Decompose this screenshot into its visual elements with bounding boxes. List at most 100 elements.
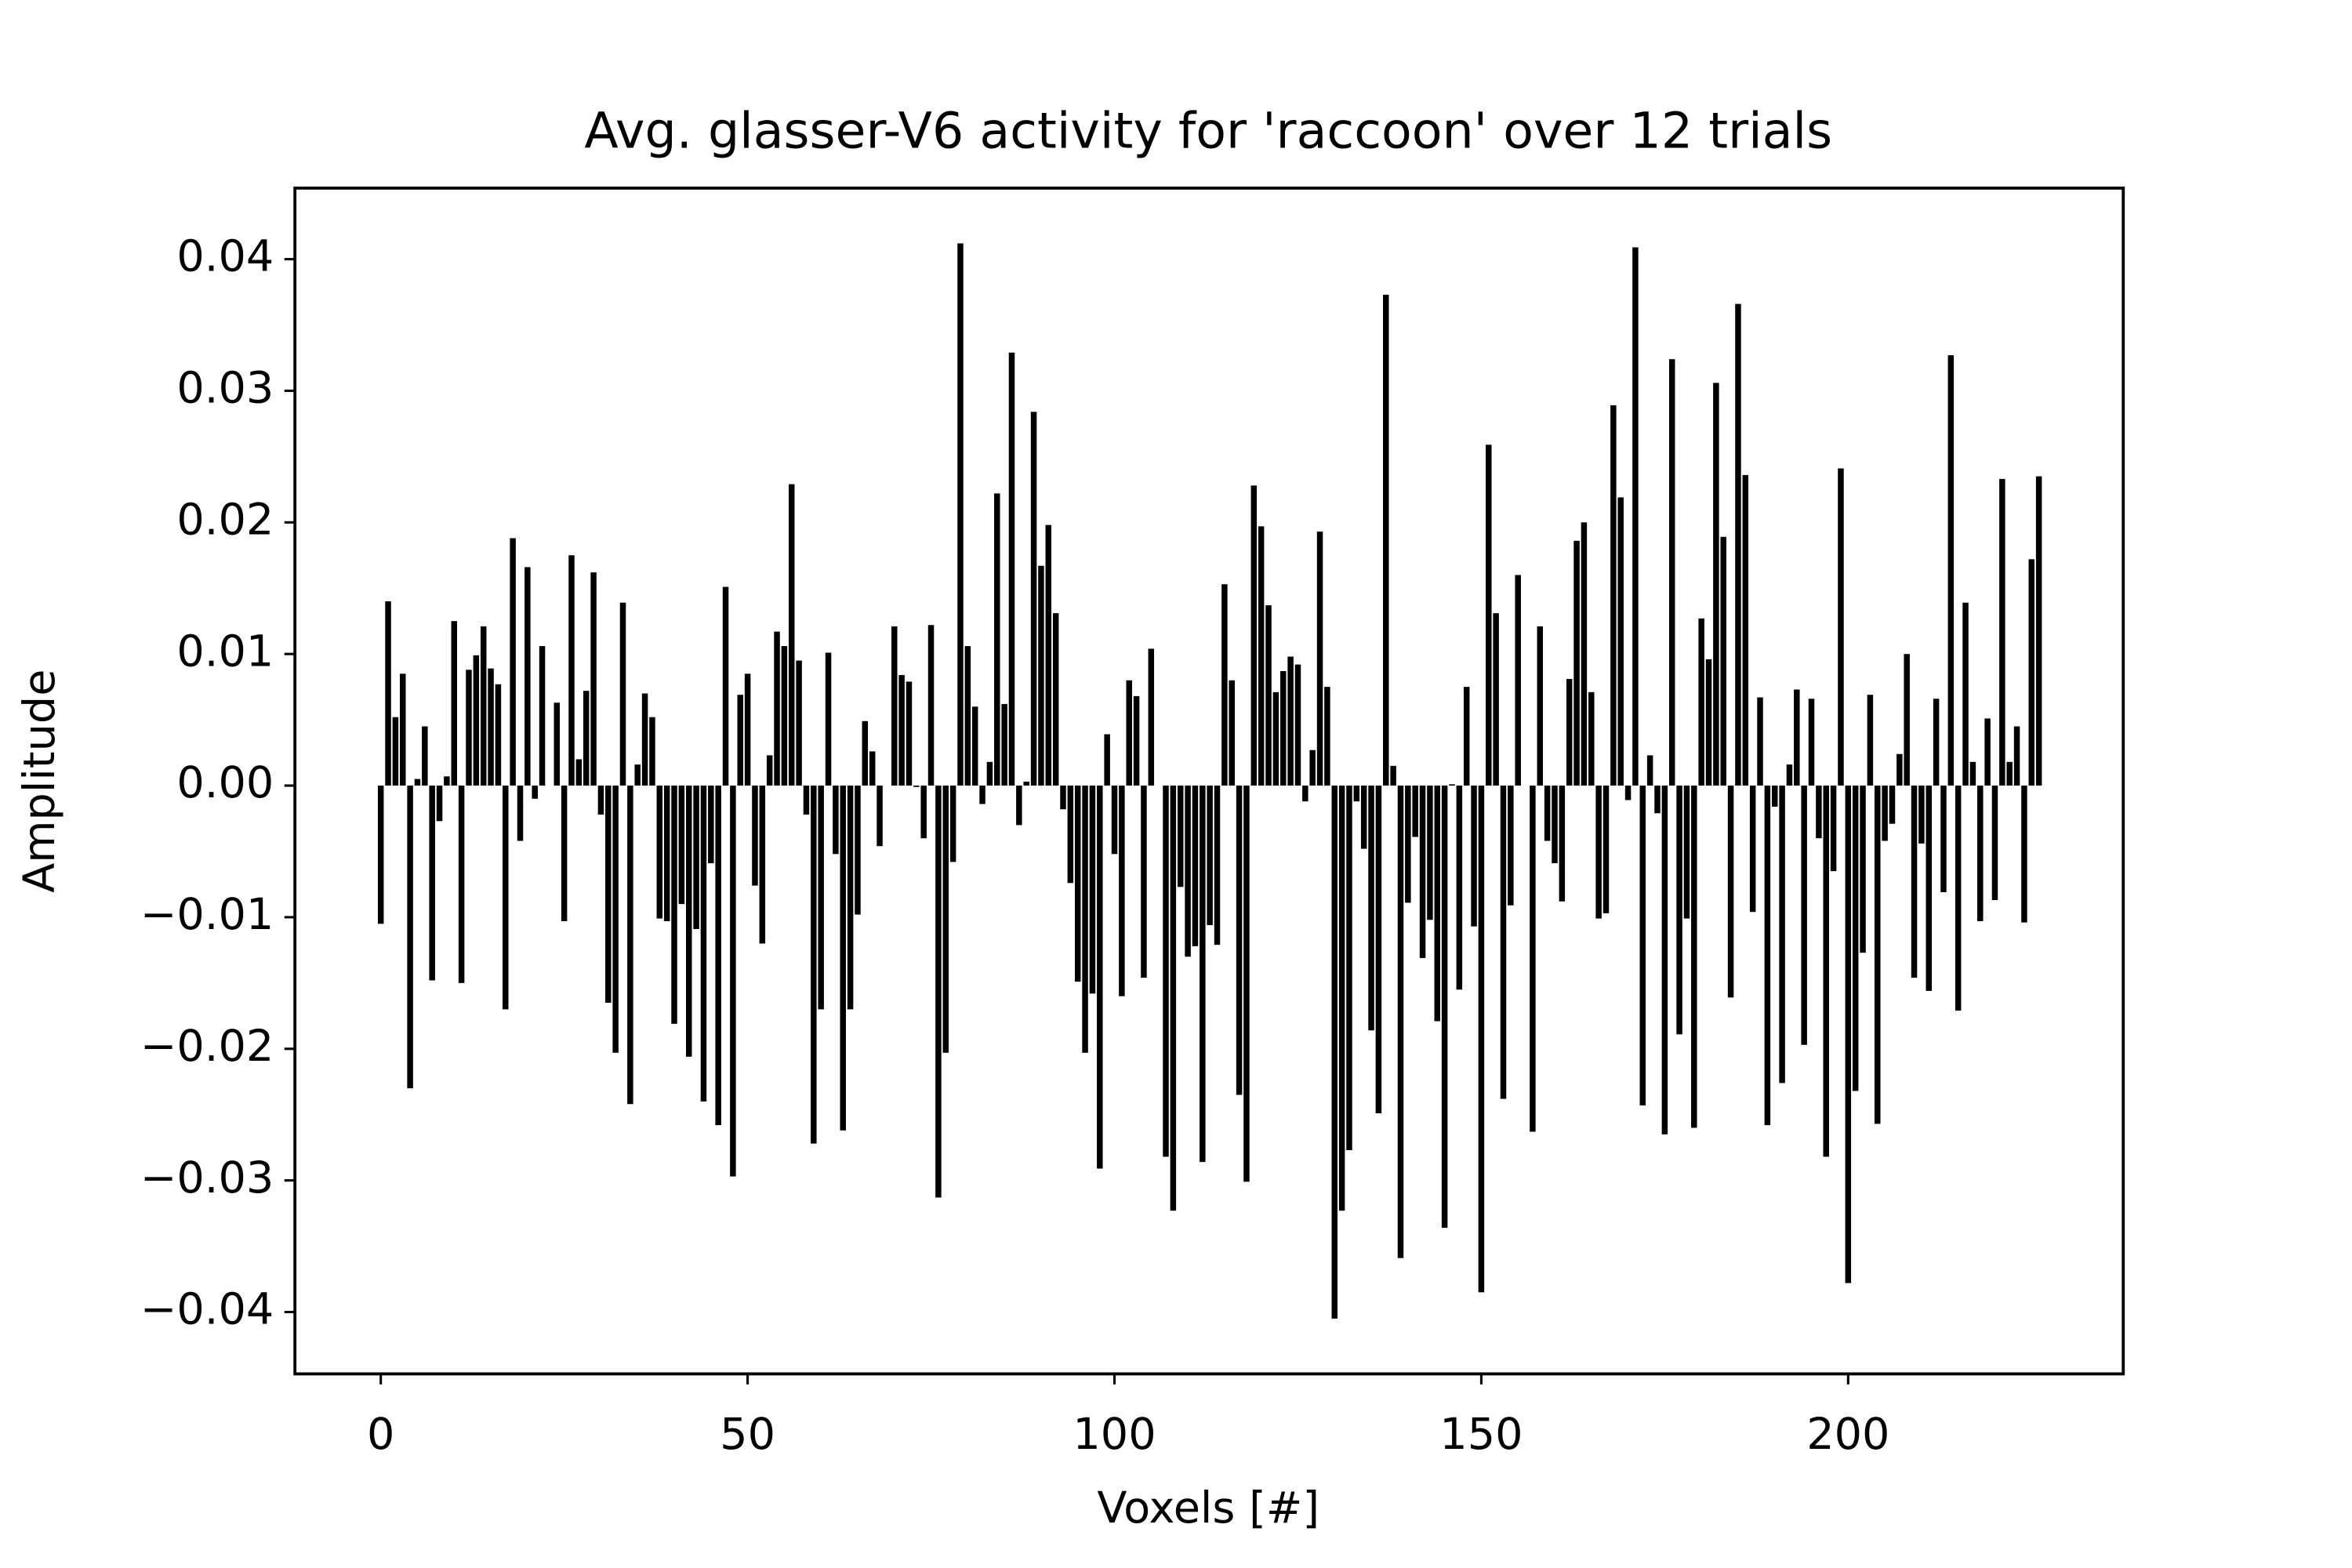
bar <box>722 586 729 786</box>
bar <box>1200 786 1206 1163</box>
bar <box>1668 359 1675 786</box>
bar <box>524 567 531 786</box>
x-tick-label: 100 <box>1073 1409 1156 1460</box>
bar <box>1346 786 1352 1151</box>
y-tick-label: 0.03 <box>176 363 274 414</box>
bar <box>1705 659 1712 786</box>
bar <box>1250 485 1258 786</box>
bar <box>1148 648 1155 786</box>
bar <box>1727 786 1734 998</box>
bar <box>833 786 839 855</box>
bar <box>1258 526 1265 786</box>
bar <box>1221 584 1228 786</box>
bar <box>1904 654 1910 786</box>
bar <box>1001 703 1007 786</box>
bar <box>1794 689 1800 786</box>
bar <box>1544 786 1551 841</box>
bar <box>1016 786 1022 826</box>
bar <box>444 776 450 786</box>
bar <box>1280 670 1287 786</box>
bar <box>986 761 993 786</box>
bar <box>1566 679 1573 786</box>
bar <box>693 786 699 930</box>
bar <box>612 786 619 1053</box>
bar <box>1097 786 1103 1169</box>
bar <box>685 786 692 1057</box>
bar <box>2028 559 2035 786</box>
bar <box>1170 786 1177 1211</box>
bar <box>1683 786 1690 919</box>
bar <box>1764 786 1771 1126</box>
bar <box>1052 613 1059 786</box>
bar <box>1390 765 1396 786</box>
bar <box>532 786 538 799</box>
y-tick-label: 0.02 <box>176 494 274 545</box>
bar <box>1287 656 1294 786</box>
bar <box>957 243 964 786</box>
bar <box>1463 687 1470 786</box>
bar <box>1405 786 1411 903</box>
bar <box>436 786 443 822</box>
bar <box>517 786 524 841</box>
bar <box>1243 786 1250 1182</box>
bar <box>789 484 795 786</box>
bar <box>1552 786 1558 864</box>
bar <box>1500 786 1507 1099</box>
bar <box>942 786 949 1053</box>
bar <box>466 670 472 786</box>
x-tick-label: 50 <box>720 1409 775 1460</box>
bar <box>2021 786 2027 923</box>
bar <box>1779 786 1785 1083</box>
bar <box>730 786 736 1177</box>
bar <box>1962 602 1969 786</box>
bar <box>1617 497 1624 786</box>
bar <box>656 786 663 919</box>
x-tick-label: 0 <box>367 1409 394 1460</box>
bar <box>568 555 575 786</box>
plot-frame <box>293 187 2125 1376</box>
bar <box>1757 697 1763 786</box>
bar <box>759 786 766 944</box>
bar <box>1624 786 1632 800</box>
bar <box>1911 786 1918 978</box>
bar <box>1838 468 1844 786</box>
bar <box>1294 664 1301 786</box>
bar <box>927 625 935 786</box>
bar <box>1602 786 1610 913</box>
bar <box>1353 786 1360 802</box>
bar <box>1926 786 1933 991</box>
bar <box>1207 786 1213 925</box>
bar <box>663 786 670 921</box>
y-tick-label: 0.04 <box>176 231 274 282</box>
bar <box>1360 786 1367 849</box>
bar <box>1119 786 1125 996</box>
bar <box>811 786 817 1144</box>
bar <box>700 786 707 1102</box>
bar <box>737 695 743 786</box>
bar <box>510 538 516 786</box>
bar <box>451 621 458 786</box>
bar <box>1771 786 1778 807</box>
bar <box>913 786 920 787</box>
bar <box>964 646 971 786</box>
bar <box>1434 786 1441 1022</box>
bar <box>503 786 509 1010</box>
bar <box>1419 786 1426 958</box>
bar <box>1375 786 1382 1114</box>
bar <box>1991 786 1998 901</box>
y-tick-label: −0.01 <box>140 889 274 940</box>
bar <box>1060 786 1066 810</box>
y-tick-label: −0.02 <box>140 1021 274 1072</box>
bar <box>1030 412 1037 786</box>
bar <box>840 786 846 1131</box>
bar <box>1478 786 1485 1293</box>
bar <box>1045 524 1052 786</box>
bar <box>766 755 773 786</box>
bar <box>649 717 655 786</box>
bar <box>1309 750 1316 786</box>
bar <box>1845 786 1852 1283</box>
bar <box>1471 786 1477 927</box>
bar <box>796 660 802 786</box>
